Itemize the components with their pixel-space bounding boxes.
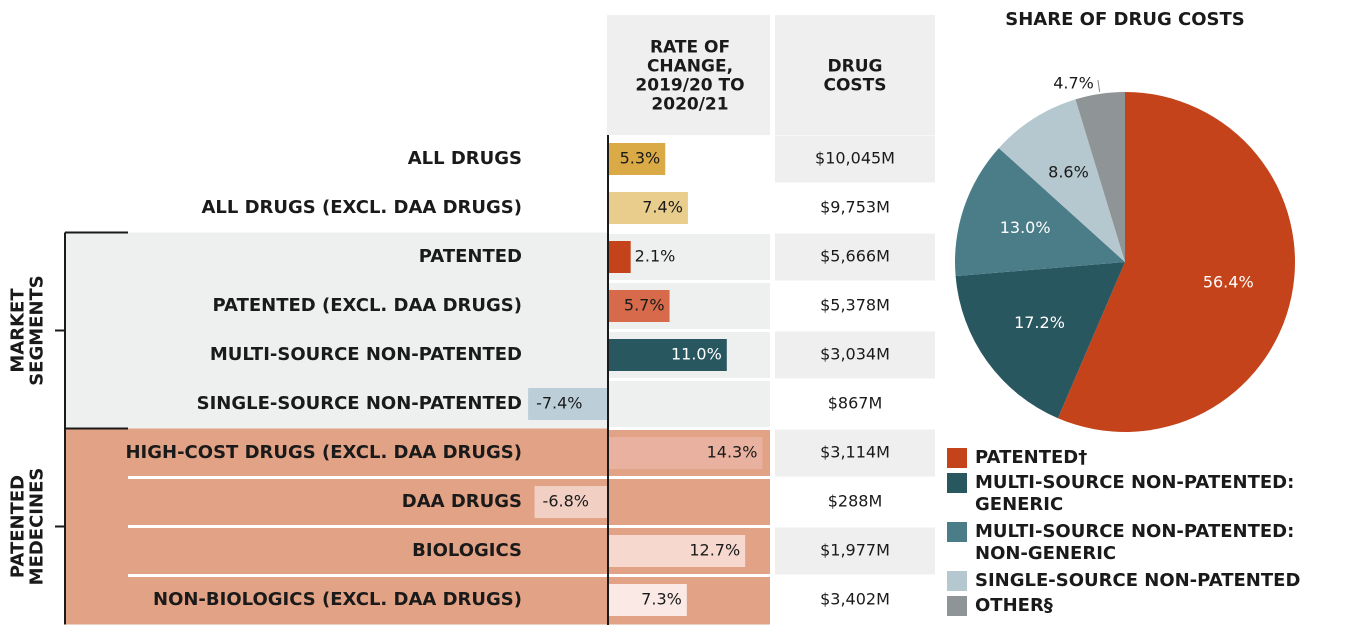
bar-label: 5.3%	[620, 149, 661, 168]
row-label: DAA DRUGS	[402, 491, 522, 512]
slice-label: 8.6%	[1048, 163, 1089, 182]
legend-swatch	[947, 448, 967, 468]
bar-label: 5.7%	[624, 296, 665, 315]
bar-label: 14.3%	[707, 443, 758, 462]
legend-swatch	[947, 596, 967, 616]
pie-slice	[998, 99, 1125, 262]
legend-label: MULTI-SOURCE NON-PATENTED: GENERIC	[975, 472, 1294, 515]
row-label: ALL DRUGS	[408, 148, 522, 169]
pie-slice	[1075, 92, 1125, 262]
bar	[608, 339, 727, 371]
row-label: SINGLE-SOURCE NON-PATENTED	[197, 393, 522, 414]
cost-value: $3,034M	[820, 345, 890, 364]
slice-label: 4.7%	[1053, 74, 1094, 93]
bar-label: 2.1%	[635, 247, 676, 266]
bar	[608, 241, 631, 273]
group-label: MARKETSEGMENTS	[8, 275, 48, 386]
header-box	[607, 15, 770, 135]
cost-cell	[775, 135, 935, 183]
pie-slice	[955, 148, 1125, 277]
group-label: PATENTEDMEDECINES	[8, 468, 48, 586]
legend-label: OTHER§	[975, 595, 1053, 616]
bar-label: 11.0%	[671, 345, 722, 364]
cost-value: $5,378M	[820, 296, 890, 315]
bar-label: 7.4%	[642, 198, 683, 217]
bar-label: -7.4%	[536, 394, 582, 413]
legend-swatch	[947, 473, 967, 493]
legend-label: SINGLE-SOURCE NON-PATENTED	[975, 570, 1300, 591]
cost-value: $867M	[828, 394, 883, 413]
bar	[608, 143, 666, 175]
row-label: NON-BIOLOGICS (EXCL. DAA DRUGS)	[153, 589, 522, 610]
cost-cell	[775, 429, 935, 477]
bar	[608, 437, 763, 469]
row-label: PATENTED	[419, 246, 522, 267]
column-header: DRUG COSTS	[823, 57, 886, 96]
slice-label: 56.4%	[1203, 273, 1254, 292]
slice-label: 17.2%	[1014, 313, 1065, 332]
bar	[528, 388, 608, 420]
pie-slice	[955, 262, 1125, 419]
pie-title: SHARE OF DRUG COSTS	[1005, 9, 1244, 30]
row-label: BIOLOGICS	[412, 540, 522, 561]
bar-label: 7.3%	[641, 590, 682, 609]
cost-value: $288M	[828, 492, 883, 511]
bar	[608, 290, 670, 322]
cost-cell	[775, 527, 935, 575]
cost-value: $3,402M	[820, 590, 890, 609]
cost-value: $1,977M	[820, 541, 890, 560]
row-label: PATENTED (EXCL. DAA DRUGS)	[213, 295, 523, 316]
cost-value: $5,666M	[820, 247, 890, 266]
bar-label: -6.8%	[543, 492, 589, 511]
bar	[608, 584, 687, 616]
cost-value: $3,114M	[820, 443, 890, 462]
cost-value: $9,753M	[820, 198, 890, 217]
cost-cell	[775, 331, 935, 379]
bar	[534, 486, 608, 518]
legend-label: PATENTED†	[975, 447, 1087, 468]
bar	[608, 192, 688, 224]
column-header: RATE OF CHANGE, 2019/20 TO 2020/21	[635, 38, 744, 115]
header-box	[775, 15, 935, 135]
row-label: ALL DRUGS (EXCL. DAA DRUGS)	[201, 197, 522, 218]
row-label: HIGH-COST DRUGS (EXCL. DAA DRUGS)	[125, 442, 522, 463]
bar-label: 12.7%	[689, 541, 740, 560]
legend-swatch	[947, 571, 967, 591]
row-label: MULTI-SOURCE NON-PATENTED	[210, 344, 522, 365]
pie-slice	[1057, 92, 1296, 433]
cost-cell	[775, 233, 935, 281]
legend-swatch	[947, 522, 967, 542]
legend-label: MULTI-SOURCE NON-PATENTED: NON-GENERIC	[975, 521, 1294, 564]
slice-label: 13.0%	[1000, 218, 1051, 237]
leader-line	[1097, 79, 1101, 92]
cost-value: $10,045M	[815, 149, 895, 168]
bar	[608, 535, 746, 567]
